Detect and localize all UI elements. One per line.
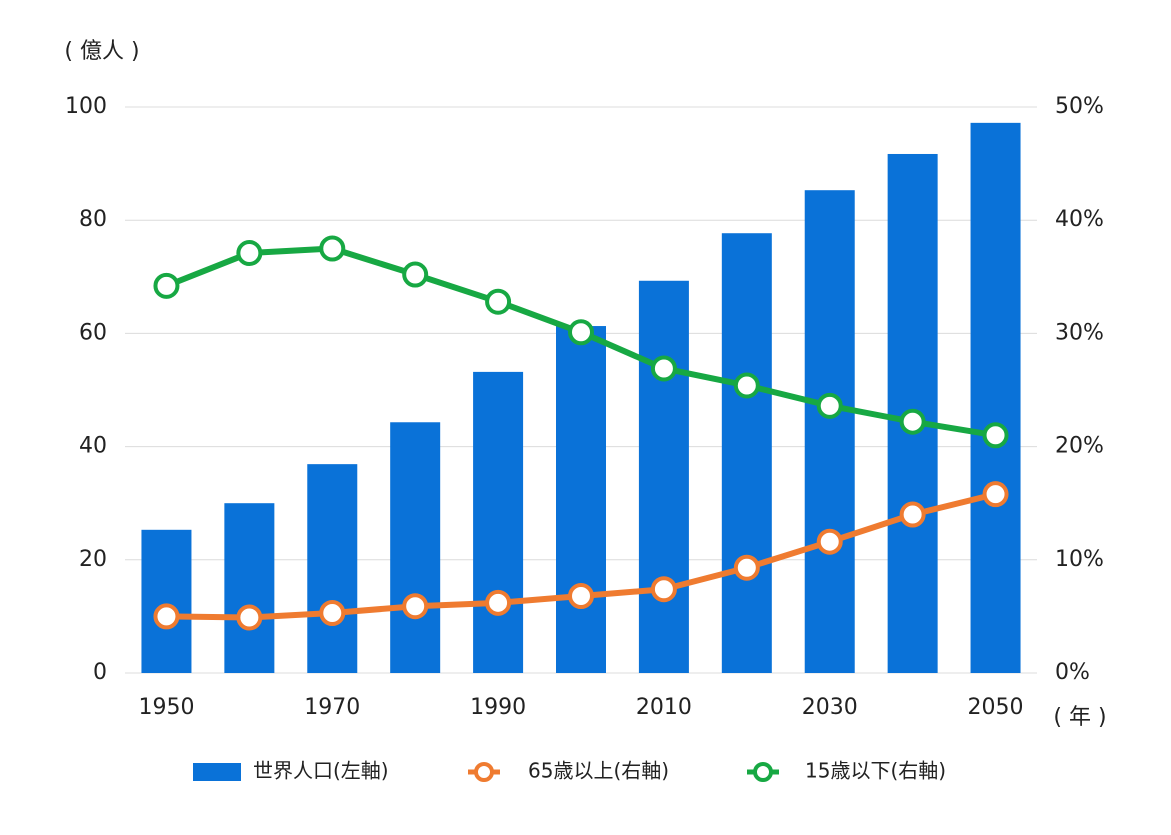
- marker: [733, 372, 760, 399]
- marker: [485, 589, 512, 616]
- bar: [224, 503, 275, 673]
- marker: [733, 554, 760, 581]
- bar: [970, 122, 1021, 673]
- bar: [307, 464, 358, 673]
- marker: [816, 392, 843, 419]
- legend-label: 世界人口(左軸): [253, 759, 389, 783]
- y-tick-label: 20: [79, 547, 107, 572]
- y-tick-label: 100: [65, 94, 107, 119]
- marker: [816, 528, 843, 555]
- bar: [390, 422, 441, 673]
- y-tick-label: 60: [79, 320, 107, 345]
- marker: [899, 408, 926, 435]
- x-tick-label: 2010: [636, 695, 692, 720]
- y-axis-label: ( 億人 ): [64, 39, 139, 64]
- bar: [721, 233, 772, 673]
- marker: [650, 355, 677, 382]
- marker: [402, 593, 429, 620]
- marker: [153, 603, 180, 630]
- marker: [982, 481, 1009, 508]
- y2-tick-label: 50%: [1055, 94, 1104, 119]
- y2-tick-label: 0%: [1055, 660, 1090, 685]
- y2-tick-label: 20%: [1055, 434, 1104, 459]
- x-tick-label: 2050: [968, 695, 1024, 720]
- bar: [804, 190, 855, 673]
- marker: [236, 604, 263, 631]
- marker: [485, 288, 512, 315]
- marker: [319, 235, 346, 262]
- legend-swatch: [193, 763, 241, 781]
- marker: [982, 422, 1009, 449]
- marker: [568, 583, 594, 610]
- marker: [236, 240, 263, 267]
- y2-tick-label: 30%: [1055, 320, 1104, 345]
- legend-label: 65歳以上(右軸): [528, 759, 669, 783]
- legend-label: 15歳以下(右軸): [805, 759, 946, 783]
- x-tick-label: 1970: [304, 695, 360, 720]
- marker: [568, 319, 594, 346]
- legend-swatch: [474, 762, 494, 782]
- marker: [319, 600, 346, 627]
- bar: [556, 326, 606, 673]
- marker: [899, 501, 926, 528]
- x-tick-label: 1990: [470, 695, 526, 720]
- bar: [638, 280, 689, 673]
- x-tick-label: 2030: [802, 695, 858, 720]
- y2-tick-label: 40%: [1055, 207, 1104, 232]
- y2-tick-label: 10%: [1055, 547, 1104, 572]
- marker: [650, 576, 677, 603]
- x-axis-label: ( 年 ): [1053, 705, 1106, 730]
- marker: [153, 272, 180, 299]
- legend-swatch: [753, 762, 773, 782]
- bar: [141, 529, 192, 673]
- y-tick-label: 80: [79, 207, 107, 232]
- marker: [402, 261, 429, 288]
- x-tick-label: 1950: [138, 695, 194, 720]
- y-tick-label: 40: [79, 434, 107, 459]
- bar: [473, 371, 524, 673]
- y-tick-label: 0: [93, 660, 107, 685]
